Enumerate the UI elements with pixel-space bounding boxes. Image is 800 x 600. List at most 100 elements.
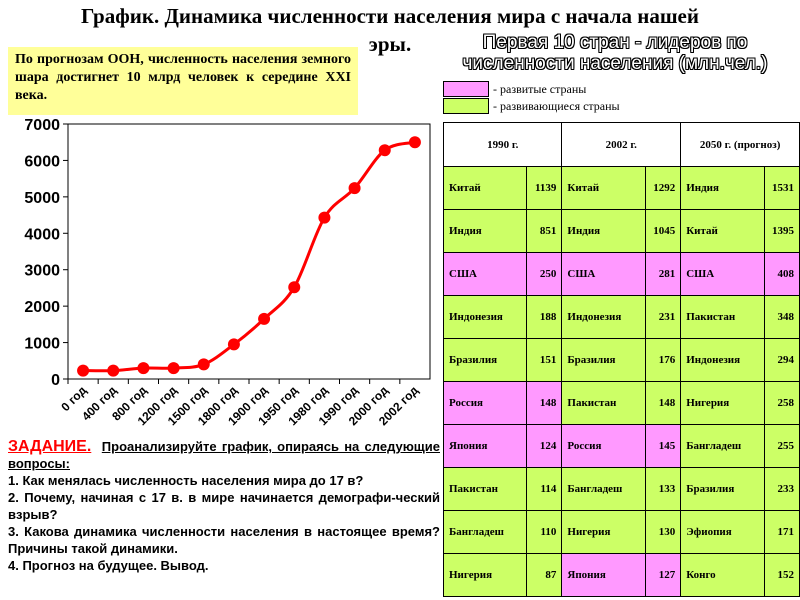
country-name: Бразилия bbox=[561, 338, 646, 382]
country-name: Индия bbox=[561, 209, 646, 253]
population-value: 1395 bbox=[763, 209, 800, 253]
y-tick-label: 5000 bbox=[24, 190, 60, 207]
data-point bbox=[258, 312, 271, 325]
country-name: Индия bbox=[442, 209, 528, 253]
population-value: 148 bbox=[526, 381, 563, 425]
table-row: Россия 148 Пакистан 148 Нигерия 258 bbox=[442, 381, 800, 425]
y-tick-label: 3000 bbox=[24, 263, 60, 280]
country-name: Бразилия bbox=[442, 338, 528, 382]
population-value: 294 bbox=[763, 338, 800, 382]
task-question-1: 1. Как менялась численность населения ми… bbox=[8, 473, 364, 488]
country-name: США bbox=[561, 252, 646, 296]
data-point bbox=[227, 338, 240, 351]
y-tick-label: 1000 bbox=[24, 336, 60, 353]
population-value: 281 bbox=[644, 252, 682, 296]
legend-developed-label: - развитые страны bbox=[493, 81, 587, 96]
country-name: Китай bbox=[680, 209, 765, 253]
data-point bbox=[288, 281, 301, 294]
country-name: Нигерия bbox=[561, 510, 646, 554]
country-name: Пакистан bbox=[680, 295, 765, 339]
population-line bbox=[83, 140, 416, 373]
country-name: Конго bbox=[680, 553, 765, 597]
country-name: США bbox=[680, 252, 765, 296]
task-heading: ЗАДАНИЕ. bbox=[8, 438, 92, 455]
population-value: 1045 bbox=[644, 209, 682, 253]
country-name: Китай bbox=[561, 166, 646, 210]
population-value: 87 bbox=[526, 553, 563, 597]
country-name: Индонезия bbox=[680, 338, 765, 382]
population-value: 130 bbox=[644, 510, 682, 554]
country-name: Китай bbox=[442, 166, 528, 210]
country-name: Бангладеш bbox=[680, 424, 765, 468]
table-row: Япония 124 Россия 145 Бангладеш 255 bbox=[442, 424, 800, 468]
y-tick-label: 7000 bbox=[24, 117, 60, 134]
population-value: 348 bbox=[763, 295, 800, 339]
country-name: Бангладеш bbox=[442, 510, 528, 554]
legend-developing-label: - развивающиеся страны bbox=[493, 98, 620, 113]
country-name: Индия bbox=[680, 166, 765, 210]
task-intro: Проанализируйте график, опираясь на след… bbox=[8, 439, 440, 471]
country-name: Бангладеш bbox=[561, 467, 646, 511]
population-value: 151 bbox=[526, 338, 563, 382]
country-name: США bbox=[442, 252, 528, 296]
countries-table: 1990 г. 2002 г. 2050 г. (прогноз) Китай 1… bbox=[442, 122, 800, 597]
data-point bbox=[167, 362, 180, 375]
country-name: Япония bbox=[561, 553, 646, 597]
table-row: Бангладеш 110 Нигерия 130 Эфиопия 171 bbox=[442, 510, 800, 554]
country-name: Индонезия bbox=[442, 295, 528, 339]
legend-developed-swatch bbox=[443, 81, 489, 97]
task-question-2: 2. Почему, начиная с 17 в. в мире начина… bbox=[8, 490, 440, 522]
table-row: Индонезия 188 Индонезия 231 Пакистан 348 bbox=[442, 295, 800, 339]
data-point bbox=[318, 211, 331, 224]
population-value: 188 bbox=[526, 295, 563, 339]
table-row: Китай 1139 Китай 1292 Индия 1531 bbox=[442, 166, 800, 210]
legend-developing: - развивающиеся страны bbox=[443, 98, 620, 114]
population-value: 233 bbox=[763, 467, 800, 511]
population-value: 171 bbox=[763, 510, 800, 554]
top10-title: Первая 10 стран - лидеров по численности… bbox=[462, 32, 768, 74]
table-row: Индия 851 Индия 1045 Китай 1395 bbox=[442, 209, 800, 253]
population-value: 110 bbox=[526, 510, 563, 554]
country-name: Пакистан bbox=[442, 467, 528, 511]
country-name: Эфиопия bbox=[680, 510, 765, 554]
country-name: Россия bbox=[561, 424, 646, 468]
population-value: 127 bbox=[644, 553, 682, 597]
data-point bbox=[197, 358, 210, 371]
data-point bbox=[137, 362, 150, 375]
population-value: 124 bbox=[526, 424, 563, 468]
population-value: 408 bbox=[763, 252, 800, 296]
population-value: 176 bbox=[644, 338, 682, 382]
data-point bbox=[77, 364, 90, 377]
data-point bbox=[348, 182, 361, 195]
table-row: Бразилия 151 Бразилия 176 Индонезия 294 bbox=[442, 338, 800, 382]
page-title: График. Динамика численности населения м… bbox=[81, 4, 699, 56]
y-tick-label: 0 bbox=[51, 372, 60, 389]
population-value: 1139 bbox=[526, 166, 563, 210]
data-point bbox=[408, 136, 421, 149]
y-tick-label: 2000 bbox=[24, 299, 60, 316]
table-row: Нигерия 87 Япония 127 Конго 152 bbox=[442, 553, 800, 597]
task-question-3: 3. Какова динамика численности населения… bbox=[8, 524, 440, 556]
population-value: 231 bbox=[644, 295, 682, 339]
population-value: 1531 bbox=[763, 166, 800, 210]
country-name: Япония bbox=[442, 424, 528, 468]
country-name: Нигерия bbox=[442, 553, 528, 597]
data-point bbox=[378, 144, 391, 157]
y-tick-label: 6000 bbox=[24, 153, 60, 170]
un-forecast-note: По прогнозам ООН, численность населения … bbox=[8, 47, 358, 115]
y-tick-label: 4000 bbox=[24, 226, 60, 243]
task-question-4: 4. Прогноз на будущее. Вывод. bbox=[8, 558, 209, 573]
population-value: 1292 bbox=[644, 166, 682, 210]
population-value: 114 bbox=[526, 467, 563, 511]
table-row: Пакистан 114 Бангладеш 133 Бразилия 233 bbox=[442, 467, 800, 511]
legend-developing-swatch bbox=[443, 98, 489, 114]
country-name: Бразилия bbox=[680, 467, 765, 511]
header-2002: 2002 г. bbox=[561, 122, 682, 167]
data-point bbox=[107, 364, 120, 377]
population-value: 152 bbox=[763, 553, 800, 597]
country-name: Индонезия bbox=[561, 295, 646, 339]
country-name: Россия bbox=[442, 381, 528, 425]
country-name: Пакистан bbox=[561, 381, 646, 425]
table-row: США 250 США 281 США 408 bbox=[442, 252, 800, 296]
